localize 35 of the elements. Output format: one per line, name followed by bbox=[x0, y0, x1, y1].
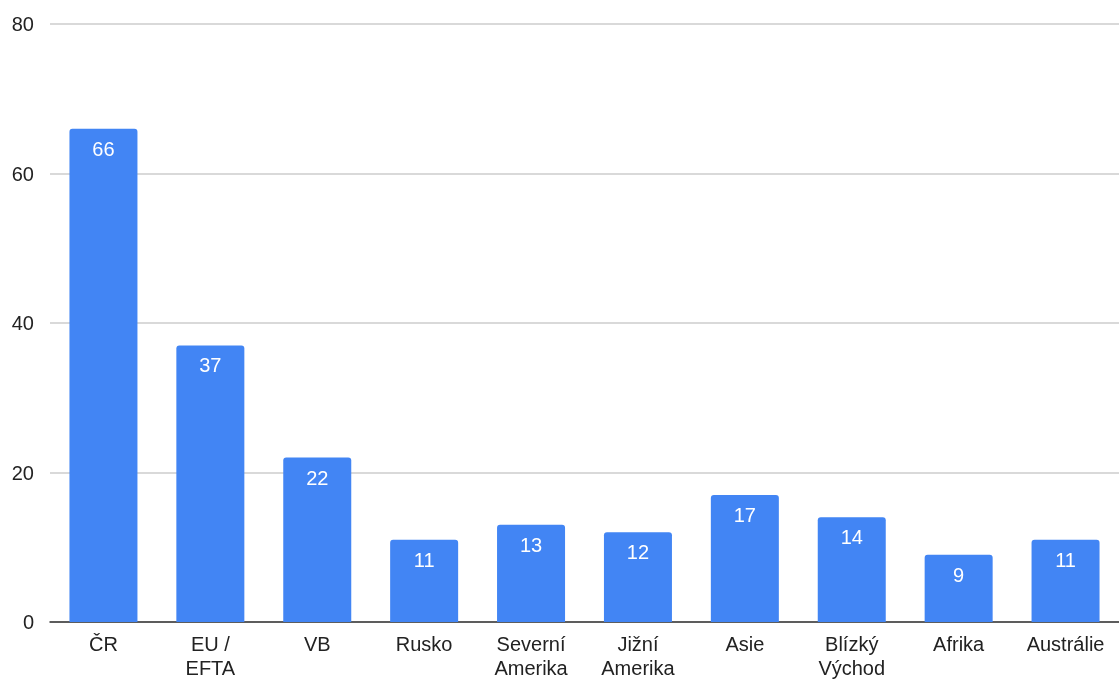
bar bbox=[710, 494, 779, 622]
data-label: 22 bbox=[306, 466, 329, 489]
x-tick-label: EU / EFTA bbox=[185, 633, 236, 679]
bar bbox=[283, 457, 352, 622]
y-tick-label: 20 bbox=[11, 461, 34, 484]
bar bbox=[603, 532, 672, 622]
x-tick-label: Austrálie bbox=[1026, 633, 1105, 655]
data-label: 37 bbox=[199, 354, 222, 377]
bar bbox=[1031, 539, 1100, 622]
y-tick-label: 40 bbox=[11, 312, 34, 334]
x-tick-label: VB bbox=[303, 633, 331, 655]
bar bbox=[817, 517, 886, 622]
data-label: 9 bbox=[953, 563, 965, 586]
x-tick-label: ČR bbox=[89, 633, 118, 655]
bar bbox=[390, 539, 459, 622]
x-tick-label: Jižní Amerika bbox=[601, 633, 676, 679]
data-label: 13 bbox=[519, 533, 543, 556]
x-tick-label: Blízký Východ bbox=[818, 633, 886, 679]
x-tick-label: Asie bbox=[725, 633, 765, 655]
data-label: 17 bbox=[733, 503, 756, 526]
x-tick-label: Severní Amerika bbox=[494, 633, 569, 679]
data-label: 66 bbox=[92, 137, 115, 160]
bar bbox=[924, 554, 993, 622]
x-tick-label: Rusko bbox=[395, 633, 453, 655]
data-label: 11 bbox=[413, 548, 435, 571]
bar bbox=[69, 128, 138, 622]
y-tick-label: 80 bbox=[11, 13, 34, 35]
data-label: 14 bbox=[840, 526, 863, 549]
data-label: 12 bbox=[626, 541, 650, 564]
y-tick-label: 0 bbox=[22, 611, 34, 633]
bar bbox=[176, 345, 245, 622]
y-tick-label: 60 bbox=[11, 162, 34, 185]
x-tick-label: Afrika bbox=[933, 633, 986, 655]
bar bbox=[497, 524, 566, 622]
data-label: 11 bbox=[1055, 548, 1076, 571]
